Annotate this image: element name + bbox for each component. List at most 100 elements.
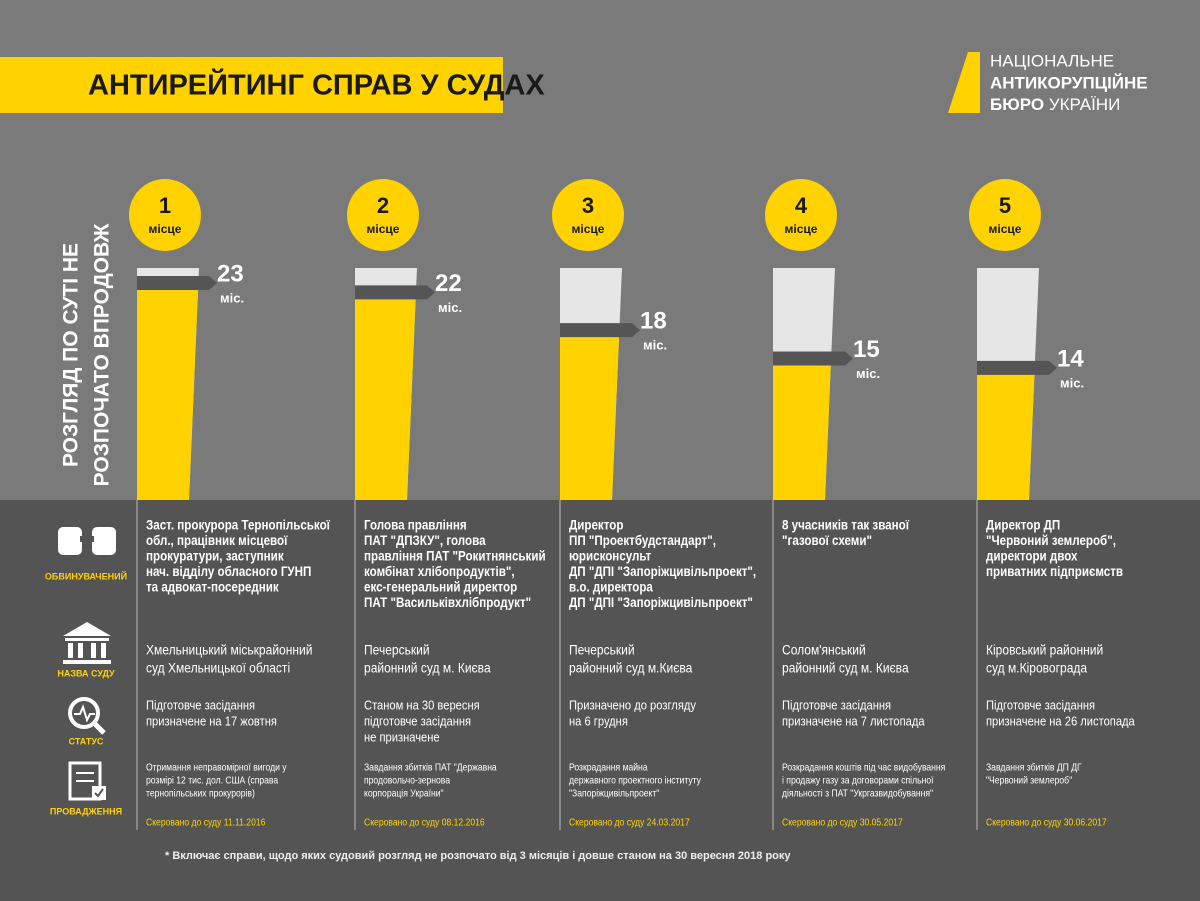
accused-line: Голова правління <box>364 518 467 533</box>
unit: міс. <box>220 290 244 305</box>
status-line: призначене на 26 листопада <box>986 714 1135 729</box>
unit: міс. <box>438 300 462 315</box>
side-label: РОЗГЛЯД ПО СУТІ НЕ РОЗПОЧАТО ВПРОДОВЖ <box>60 223 114 487</box>
proceeding-line: "Запоріжцивільпроект" <box>569 788 659 799</box>
proceeding-line: Отримання неправомірної вигоди у <box>146 762 287 773</box>
logo-mark <box>948 52 980 113</box>
status-line: Призначено до розгляду <box>569 698 697 713</box>
sent-date: Скеровано до суду 30.05.2017 <box>782 817 903 828</box>
proceeding-line: продовольчо-зернова <box>364 775 451 786</box>
accused-line: юрисконсульт <box>569 549 651 564</box>
value: 18 <box>640 308 667 335</box>
unit: міс. <box>856 366 880 381</box>
accused-line: та адвокат-посередник <box>146 580 279 595</box>
accused-line: ПАТ "ДПЗКУ", голова <box>364 533 486 548</box>
rank-badge <box>765 179 837 251</box>
accused-line: ДП "ДПІ "Запоріжцивільпроект" <box>569 595 753 610</box>
row-label: НАЗВА СУДУ <box>57 668 115 678</box>
accused-line: Директор <box>569 518 624 533</box>
logo-line: БЮРО УКРАЇНИ <box>990 95 1120 114</box>
place: місце <box>367 222 400 236</box>
rank: 4 <box>795 193 808 218</box>
proceeding-line: Розкрадання коштів під час видобування <box>782 762 945 773</box>
status-line: на 6 грудня <box>569 714 628 729</box>
court-line: районний суд м.Києва <box>569 660 693 676</box>
value: 15 <box>853 336 880 363</box>
icon-fists <box>58 527 116 555</box>
court-line: Печерський <box>569 642 635 658</box>
court-line: суд м.Кіровограда <box>986 660 1088 676</box>
status-line: Підготовче засідання <box>146 698 255 713</box>
accused-line: в.о. директора <box>569 580 654 595</box>
status-line: призначене на 7 листопада <box>782 714 925 729</box>
accused-line: комбінат хлібопродуктів", <box>364 564 515 579</box>
icon-status <box>68 697 106 735</box>
status-line: підготовче засідання <box>364 714 471 729</box>
sent-date: Скеровано до суду 11.11.2016 <box>146 817 265 828</box>
accused-line: "газової схеми" <box>782 533 872 548</box>
accused-line: правління ПАТ "Рокитнянський <box>364 549 546 564</box>
court-line: Печерський <box>364 642 430 658</box>
value: 22 <box>435 270 462 297</box>
proceeding-line: "Червоний землероб" <box>986 775 1072 786</box>
place: місце <box>572 222 605 236</box>
accused-line: приватних підприємств <box>986 564 1123 579</box>
court-line: суд Хмельницької області <box>146 660 290 676</box>
bar <box>560 330 620 500</box>
accused-line: прокуратури, заступник <box>146 549 284 564</box>
sent-date: Скеровано до суду 24.03.2017 <box>569 817 690 828</box>
title-band <box>0 57 503 113</box>
rank-badge <box>969 179 1041 251</box>
side-label-line: РОЗГЛЯД ПО СУТІ НЕ <box>60 243 83 467</box>
value: 23 <box>217 260 244 287</box>
proceeding-line: Завдання збитків ДП ДГ <box>986 762 1082 773</box>
accused-line: ПП "Проектбудстандарт", <box>569 533 716 548</box>
pointer <box>977 360 1057 375</box>
place: місце <box>785 222 818 236</box>
court-line: Солом'янський <box>782 642 866 658</box>
status-line: Підготовче засідання <box>986 698 1095 713</box>
accused-line: Заст. прокурора Тернопільської <box>146 518 330 533</box>
logo-word: БЮРО <box>990 95 1044 114</box>
row-label: СТАТУС <box>69 736 104 746</box>
court-line: районний суд м. Києва <box>364 660 491 676</box>
rank-badge <box>347 179 419 251</box>
rank: 5 <box>999 193 1011 218</box>
accused-line: "Червоний землероб", <box>986 533 1116 548</box>
proceeding-line: державного проектного інституту <box>569 775 701 786</box>
proceeding-line: Завдання збитків ПАТ "Державна <box>364 762 497 773</box>
logo-line: АНТИКОРУПЦІЙНЕ <box>990 73 1148 92</box>
accused-line: обл., працівник місцевої <box>146 533 288 548</box>
status-line: призначене на 17 жовтня <box>146 714 277 729</box>
proceeding-line: тернопільських прокурорів) <box>146 788 255 799</box>
bar <box>137 283 199 500</box>
title: АНТИРЕЙТИНГ СПРАВ У СУДАХ <box>88 68 545 102</box>
court-line: Хмельницький міськрайонний <box>146 642 312 658</box>
court-line: Кіровський районний <box>986 642 1103 658</box>
unit: міс. <box>1060 375 1084 390</box>
court-line: районний суд м. Києва <box>782 660 909 676</box>
rank: 2 <box>377 193 389 218</box>
proceeding-line: корпорація України" <box>364 788 444 799</box>
icon-court <box>63 622 111 664</box>
place: місце <box>989 222 1022 236</box>
status-line: не призначене <box>364 730 440 745</box>
status-line: Підготовче засідання <box>782 698 891 713</box>
status-line: Станом на 30 вересня <box>364 698 480 713</box>
sent-date: Скеровано до суду 08.12.2016 <box>364 817 485 828</box>
side-label-line: РОЗПОЧАТО ВПРОДОВЖ <box>91 223 114 487</box>
unit: міс. <box>643 338 667 353</box>
logo-line: НАЦІОНАЛЬНЕ <box>990 51 1114 70</box>
case-text: Директор ДП"Червоний землероб",директори… <box>986 518 1135 828</box>
accused-line: Директор ДП <box>986 518 1060 533</box>
accused-line: 8 учасників так званої <box>782 518 909 533</box>
logo-word: УКРАЇНИ <box>1049 95 1120 114</box>
accused-line: директори двох <box>986 549 1077 564</box>
case-text: 8 учасників так званої"газової схеми" Сол… <box>782 518 945 828</box>
accused-line: ПАТ "Васильківхлібпродукт" <box>364 595 531 610</box>
proceeding-line: Розкрадання майна <box>569 762 648 773</box>
rank: 3 <box>582 193 594 218</box>
accused-line: ДП "ДПІ "Запоріжцивільпроект", <box>569 564 756 579</box>
